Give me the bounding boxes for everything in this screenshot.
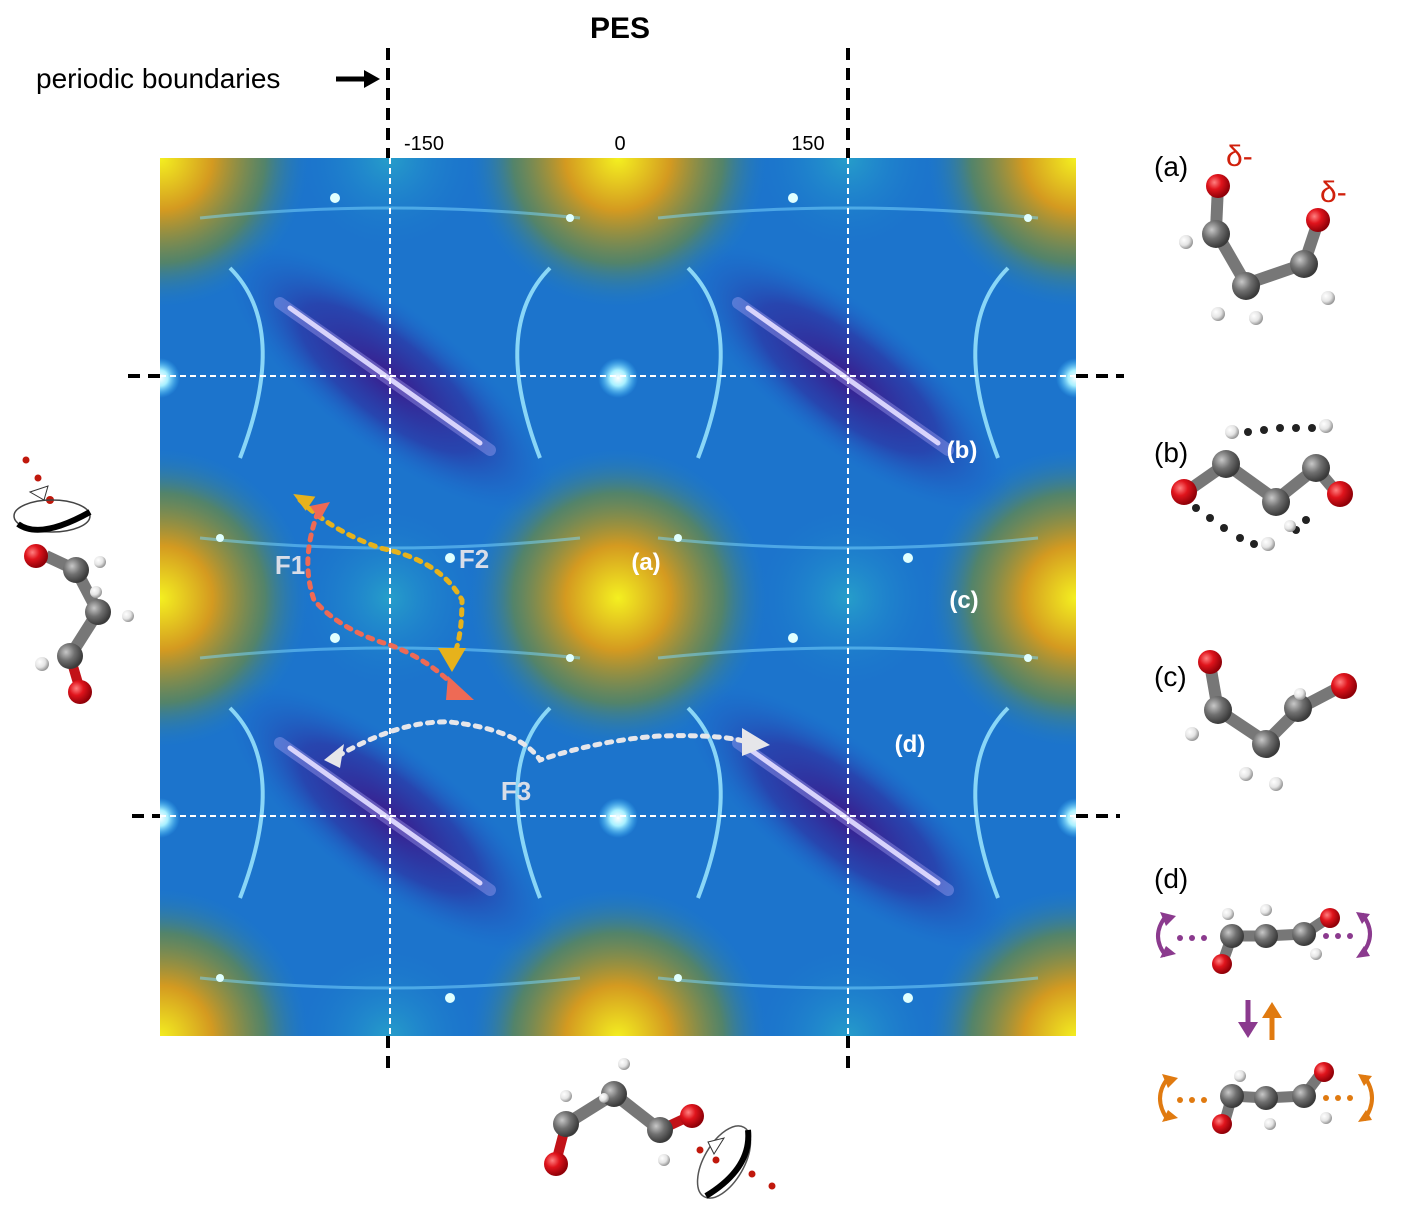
figure-title: PES (590, 12, 650, 45)
path-f1 (305, 509, 461, 693)
up-arrow-icon (1262, 1002, 1282, 1040)
bottom-axis-molecule (544, 1058, 776, 1199)
map-label-d: (d) (895, 731, 926, 758)
path-f2 (297, 497, 465, 663)
structure-a-charge-2: δ- (1320, 176, 1347, 209)
structure-a: (a) δ- δ- (1154, 140, 1347, 325)
rotation-arrow-icon (13, 485, 92, 533)
path-f2-arrowhead-end (438, 648, 466, 672)
right-arrow-icon (336, 70, 380, 88)
path-f3-arrowhead-end (742, 728, 770, 756)
rotation-arrow-icon (696, 1125, 752, 1199)
path-f2-label: F2 (459, 544, 489, 574)
structure-d: (d) (1154, 863, 1374, 1134)
periodic-boundaries-label: periodic boundaries (36, 63, 280, 94)
map-label-c: (c) (949, 587, 978, 614)
down-arrow-icon (1238, 1000, 1258, 1038)
path-f3 (335, 719, 755, 763)
path-f2-arrowhead-start (293, 494, 316, 511)
structure-a-label: (a) (1154, 151, 1188, 182)
path-f1-arrowhead-start (310, 502, 330, 520)
structure-a-charge-1: δ- (1226, 140, 1253, 173)
left-axis-molecule (13, 456, 134, 704)
path-f3-label: F3 (501, 776, 531, 806)
periodic-boundary-lines (128, 48, 1124, 1072)
axis-tick-minus-150: -150 (404, 133, 444, 155)
path-f3-arrowhead-start (324, 744, 344, 768)
structure-b: (b) (1154, 419, 1353, 551)
structure-c: (c) (1154, 650, 1357, 791)
map-label-b: (b) (947, 437, 978, 464)
axis-tick-150: 150 (791, 133, 824, 155)
pes-heatmap (160, 158, 1076, 1036)
path-f1-arrowhead-end (446, 676, 474, 700)
map-label-a: (a) (631, 549, 660, 576)
path-f1-label: F1 (275, 550, 305, 580)
structure-b-label: (b) (1154, 437, 1188, 468)
structure-c-label: (c) (1154, 661, 1187, 692)
structure-d-label: (d) (1154, 863, 1188, 894)
inner-boundaries (160, 158, 1076, 1036)
axis-tick-0: 0 (614, 133, 625, 155)
